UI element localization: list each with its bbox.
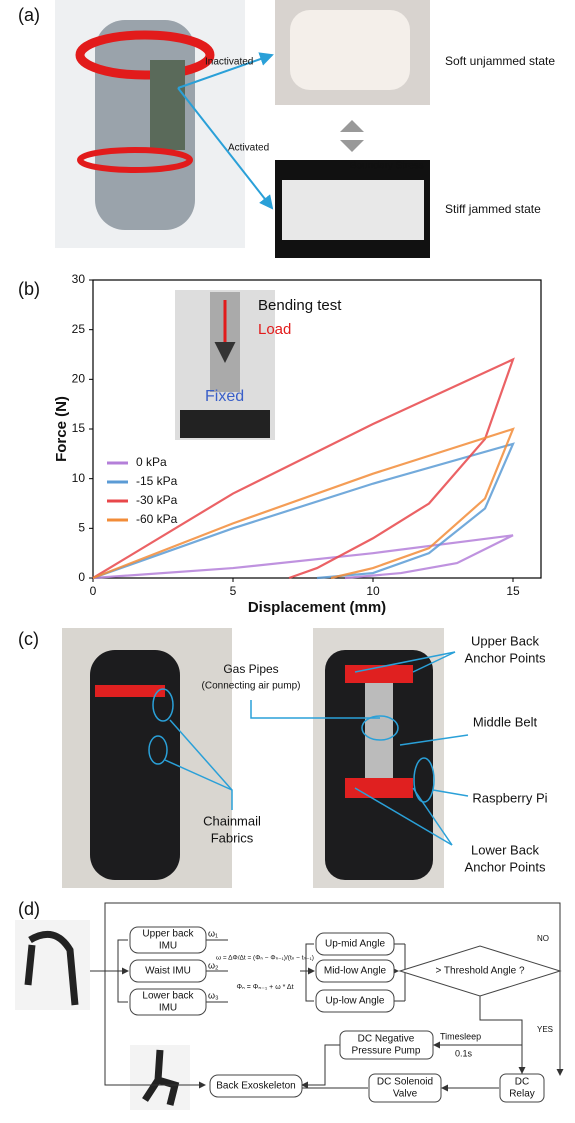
fabric	[290, 10, 410, 90]
y-tick-label: 15	[72, 421, 86, 435]
fabric	[282, 180, 424, 240]
device	[150, 60, 185, 150]
x-axis-title: Displacement (mm)	[248, 599, 386, 616]
legend-label: -15 kPa	[136, 474, 178, 488]
branch-label: NO	[537, 934, 549, 943]
box-label: IMU	[159, 941, 177, 952]
box-label: DC Negative	[358, 1034, 415, 1045]
callout-label: Raspberry Pi	[472, 790, 547, 805]
rig-base	[180, 410, 270, 438]
callout-label: Upper Back	[471, 633, 539, 648]
panel-label: (d)	[18, 899, 40, 919]
box-label: Up-low Angle	[326, 996, 385, 1007]
double-arrow	[340, 120, 364, 132]
box-label: Mid-low Angle	[324, 966, 387, 977]
box-label: IMU	[159, 1003, 177, 1014]
callout-label: Gas Pipes	[223, 662, 278, 676]
y-tick-label: 20	[72, 372, 86, 386]
person	[90, 650, 180, 880]
decision-label: > Threshold Angle ?	[435, 966, 524, 977]
box-label: Up-mid Angle	[325, 939, 385, 950]
y-tick-label: 0	[78, 570, 85, 584]
equation: Φₙ = Φₙ₋₁ + ω * Δt	[236, 984, 293, 991]
legend-label: -60 kPa	[136, 512, 178, 526]
image-label: Boundary Stress	[350, 161, 424, 172]
y-tick-label: 30	[72, 272, 86, 286]
y-tick-label: 5	[78, 521, 85, 535]
double-arrow	[340, 140, 364, 152]
callout-label: Middle Belt	[473, 714, 538, 729]
box-label: Relay	[509, 1089, 535, 1100]
figure: 0 5 10 15 0 5 10 15 20 25 30 (b) Displacement (mm) Fo…	[0, 0, 575, 1123]
x-tick-label: 5	[230, 584, 237, 598]
arrow-label: Activated	[228, 143, 269, 154]
x-tick-label: 10	[366, 584, 380, 598]
state-label: Soft unjammed state	[445, 54, 555, 68]
panel-label: (b)	[18, 279, 40, 299]
legend-label: 0 kPa	[136, 455, 167, 469]
x-tick-label: 15	[506, 584, 520, 598]
device	[365, 683, 393, 778]
callout-label: Fabrics	[211, 830, 254, 845]
branch-label: YES	[537, 1025, 553, 1034]
state-label: Stiff jammed state	[445, 202, 541, 216]
y-tick-label: 25	[72, 322, 86, 336]
box-label: Lower back	[142, 991, 194, 1002]
note-label: 0.1s	[455, 1048, 473, 1058]
callout-label: Lower Back	[471, 842, 539, 857]
flow-boxes	[130, 927, 560, 1102]
box-label: Valve	[393, 1089, 418, 1100]
callout-label: Anchor Points	[465, 859, 546, 874]
annotation: Fixed	[205, 388, 244, 405]
panel-label: (c)	[18, 629, 39, 649]
box-label: Upper back	[142, 929, 194, 940]
callout-label: Chainmail	[203, 813, 261, 828]
box-label: DC Solenoid	[377, 1077, 433, 1088]
omega-label: ω₂	[208, 960, 219, 970]
y-tick-label: 10	[72, 471, 86, 485]
omega-label: ω₃	[208, 990, 219, 1000]
legend-label: -30 kPa	[136, 493, 178, 507]
arrow-label: Inactivated	[205, 57, 253, 68]
x-tick-label: 0	[90, 584, 97, 598]
box-label: Pressure Pump	[352, 1046, 421, 1057]
box-label: Waist IMU	[145, 966, 191, 977]
box-label: DC	[515, 1077, 529, 1088]
equation: ω = ΔΦ/Δt = (Φₙ − Φₙ₋₁)/(tₙ − tₙ₋₁)	[216, 955, 314, 962]
panel-label: (a)	[18, 5, 40, 25]
y-axis-title: Force (N)	[53, 396, 70, 462]
box-label: Back Exoskeleton	[216, 1081, 296, 1092]
annotation: Load	[258, 321, 291, 338]
plot-frame	[93, 280, 541, 578]
omega-label: ω₁	[208, 928, 218, 938]
callout-label: (Connecting air pump)	[202, 681, 301, 692]
callout-label: Anchor Points	[465, 650, 546, 665]
note-label: Timesleep	[440, 1031, 481, 1041]
annotation: Bending test	[258, 297, 342, 314]
